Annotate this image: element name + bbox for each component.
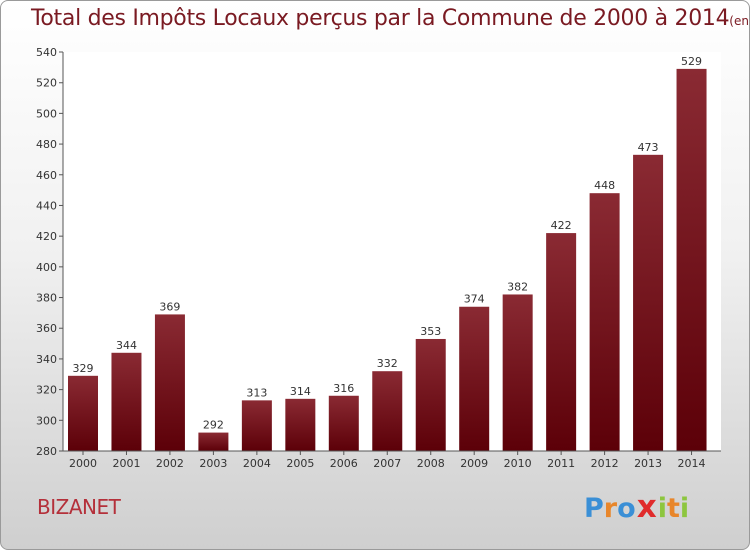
x-tick-label: 2007 bbox=[373, 457, 401, 470]
bar-2002 bbox=[154, 314, 185, 451]
y-tick-label: 520 bbox=[36, 77, 57, 90]
bar-2013 bbox=[633, 154, 664, 452]
logo-letter: i bbox=[679, 493, 690, 524]
bar-2010 bbox=[502, 294, 533, 451]
y-tick-label: 420 bbox=[36, 230, 57, 243]
bar-value-label: 344 bbox=[116, 339, 137, 352]
y-tick-label: 340 bbox=[36, 353, 57, 366]
bar-2001 bbox=[111, 352, 142, 451]
bar-2004 bbox=[241, 400, 272, 451]
bar-2011 bbox=[546, 233, 577, 451]
bar-2014 bbox=[676, 68, 707, 451]
logo-letter: P bbox=[584, 493, 604, 524]
bar-value-label: 316 bbox=[333, 382, 354, 395]
x-tick-label: 2010 bbox=[504, 457, 532, 470]
logo-letter: r bbox=[603, 493, 618, 524]
y-tick-label: 400 bbox=[36, 261, 57, 274]
logo-letter: o bbox=[617, 493, 636, 524]
bar-value-label: 529 bbox=[681, 55, 702, 68]
y-tick-label: 500 bbox=[36, 107, 57, 120]
chart-title: Total des Impôts Locaux perçus par la Co… bbox=[31, 6, 749, 31]
bar-2006 bbox=[328, 395, 359, 451]
x-tick-label: 2014 bbox=[678, 457, 706, 470]
y-tick-label: 360 bbox=[36, 322, 57, 335]
y-tick-label: 280 bbox=[36, 445, 57, 458]
proxiti-logo: Proxiti bbox=[584, 489, 689, 525]
bar-value-label: 473 bbox=[638, 141, 659, 154]
bar-value-label: 353 bbox=[420, 325, 441, 338]
bar-value-label: 313 bbox=[246, 386, 267, 399]
x-tick-label: 2002 bbox=[156, 457, 184, 470]
x-tick-label: 2004 bbox=[243, 457, 271, 470]
chart-title-unit: (en milliers d'€) bbox=[729, 14, 749, 28]
y-tick-label: 320 bbox=[36, 384, 57, 397]
logo-letter: x bbox=[636, 489, 657, 525]
x-tick-label: 2011 bbox=[547, 457, 575, 470]
bar-value-label: 369 bbox=[159, 300, 180, 313]
x-tick-label: 2000 bbox=[69, 457, 97, 470]
bar-value-label: 374 bbox=[464, 293, 485, 306]
bar-value-label: 329 bbox=[73, 362, 94, 375]
y-tick-label: 380 bbox=[36, 292, 57, 305]
y-tick-label: 480 bbox=[36, 138, 57, 151]
x-tick-label: 2005 bbox=[286, 457, 314, 470]
commune-name: BIZANET bbox=[37, 495, 121, 519]
bar-value-label: 292 bbox=[203, 419, 224, 432]
bar-2008 bbox=[415, 338, 446, 451]
x-tick-label: 2001 bbox=[112, 457, 140, 470]
y-tick-label: 440 bbox=[36, 199, 57, 212]
x-tick-label: 2013 bbox=[634, 457, 662, 470]
bar-2012 bbox=[589, 193, 620, 451]
bar-value-label: 382 bbox=[507, 280, 528, 293]
bar-value-label: 422 bbox=[551, 219, 572, 232]
bar-2009 bbox=[459, 306, 490, 451]
bar-2000 bbox=[68, 375, 98, 451]
y-tick-label: 540 bbox=[36, 46, 57, 59]
bar-2003 bbox=[198, 432, 229, 451]
bar-value-label: 332 bbox=[377, 357, 398, 370]
chart-title-text: Total des Impôts Locaux perçus par la Co… bbox=[31, 6, 730, 31]
bar-2005 bbox=[285, 398, 316, 451]
x-tick-label: 2012 bbox=[591, 457, 619, 470]
y-tick-label: 460 bbox=[36, 169, 57, 182]
x-tick-label: 2009 bbox=[460, 457, 488, 470]
logo-letter: i bbox=[657, 493, 667, 524]
x-tick-label: 2006 bbox=[330, 457, 358, 470]
bar-2007 bbox=[372, 371, 403, 451]
x-tick-label: 2008 bbox=[417, 457, 445, 470]
x-tick-label: 2003 bbox=[199, 457, 227, 470]
logo-letter: t bbox=[666, 493, 680, 524]
bar-value-label: 314 bbox=[290, 385, 311, 398]
y-tick-label: 300 bbox=[36, 414, 57, 427]
bar-value-label: 448 bbox=[594, 179, 615, 192]
